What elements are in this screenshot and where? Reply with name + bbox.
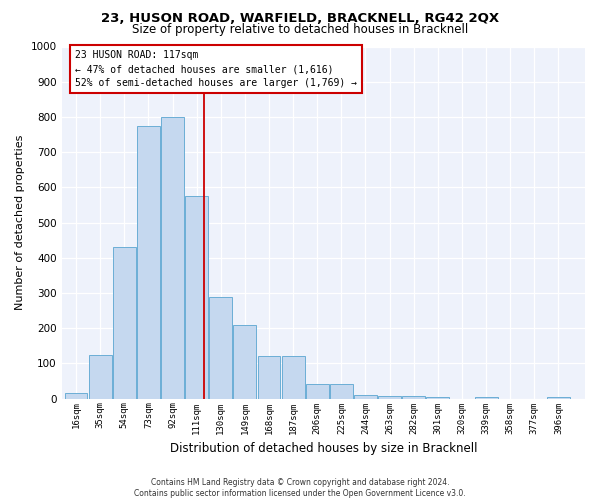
Bar	[113, 247, 136, 398]
Bar	[403, 396, 425, 398]
Text: 23, HUSON ROAD, WARFIELD, BRACKNELL, RG42 2QX: 23, HUSON ROAD, WARFIELD, BRACKNELL, RG4…	[101, 12, 499, 26]
Bar	[330, 384, 353, 398]
Bar	[89, 354, 112, 399]
Bar	[427, 397, 449, 398]
Text: Size of property relative to detached houses in Bracknell: Size of property relative to detached ho…	[132, 22, 468, 36]
Bar	[233, 324, 256, 398]
Text: 23 HUSON ROAD: 117sqm
← 47% of detached houses are smaller (1,616)
52% of semi-d: 23 HUSON ROAD: 117sqm ← 47% of detached …	[75, 50, 357, 88]
Text: Contains HM Land Registry data © Crown copyright and database right 2024.
Contai: Contains HM Land Registry data © Crown c…	[134, 478, 466, 498]
Bar	[281, 356, 305, 399]
Bar	[306, 384, 329, 398]
Bar	[137, 126, 160, 398]
Bar	[475, 397, 497, 398]
Bar	[161, 117, 184, 398]
Bar	[354, 395, 377, 398]
Bar	[65, 394, 88, 398]
Bar	[547, 397, 570, 398]
Bar	[378, 396, 401, 398]
X-axis label: Distribution of detached houses by size in Bracknell: Distribution of detached houses by size …	[170, 442, 477, 455]
Y-axis label: Number of detached properties: Number of detached properties	[15, 135, 25, 310]
Bar	[209, 296, 232, 398]
Bar	[257, 356, 280, 399]
Bar	[185, 196, 208, 398]
